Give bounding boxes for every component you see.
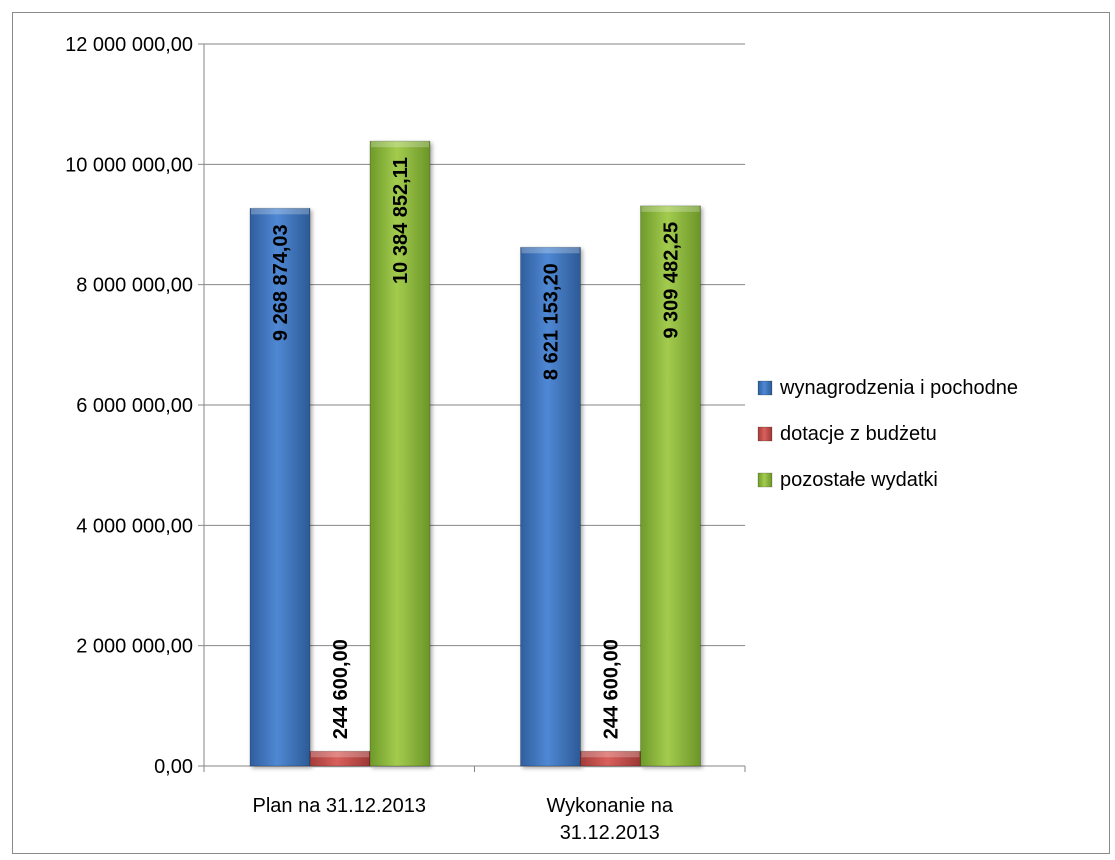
bar-cap xyxy=(371,141,429,148)
x-category-label: Wykonanie na 31.12.2013 xyxy=(546,795,673,844)
bar-cap xyxy=(251,208,309,215)
y-tick-label: 2 000 000,00 xyxy=(76,636,193,658)
bar-cap xyxy=(311,751,369,758)
legend-swatch xyxy=(757,426,773,442)
data-label: 8 621 153,20 xyxy=(541,263,563,380)
data-label: 10 384 852,11 xyxy=(390,157,412,284)
data-label: 9 268 874,03 xyxy=(270,224,292,341)
y-tick-label: 12 000 000,00 xyxy=(65,34,193,56)
legend-swatch xyxy=(757,380,773,396)
bar-cap xyxy=(521,247,580,254)
bar-series-2-cat-0 xyxy=(369,140,431,767)
legend: wynagrodzenia i pochodne dotacje z budżet… xyxy=(757,377,1018,491)
bar-cap xyxy=(581,751,640,758)
legend-swatch xyxy=(757,472,773,488)
y-tick-label: 4 000 000,00 xyxy=(76,515,193,537)
legend-entry: dotacje z budżetu xyxy=(780,423,937,445)
y-tick-label: 8 000 000,00 xyxy=(76,275,193,297)
bar-series-0-cat-0 xyxy=(249,207,311,767)
bars xyxy=(249,140,701,767)
bar-series-0-cat-1 xyxy=(520,246,581,767)
y-tick-label: 0,00 xyxy=(154,756,193,778)
bar-cap xyxy=(641,205,700,212)
data-label: 9 309 482,25 xyxy=(661,222,683,339)
data-label: 244 600,00 xyxy=(601,639,623,739)
y-tick-label: 10 000 000,00 xyxy=(65,154,193,176)
legend-entry: wynagrodzenia i pochodne xyxy=(779,377,1018,399)
data-label: 244 600,00 xyxy=(330,639,352,739)
data-labels: 9 268 874,03 8 621 153,20 244 600,00 244 60… xyxy=(270,157,683,739)
legend-entry: pozostałe wydatki xyxy=(780,469,938,491)
bar-series-2-cat-1 xyxy=(640,205,701,767)
y-tick-label: 6 000 000,00 xyxy=(76,395,193,417)
axes: 0,00 2 000 000,00 4 000 000,00 6 000 000,00… xyxy=(65,34,746,844)
x-category-label: Plan na 31.12.2013 xyxy=(253,795,427,817)
